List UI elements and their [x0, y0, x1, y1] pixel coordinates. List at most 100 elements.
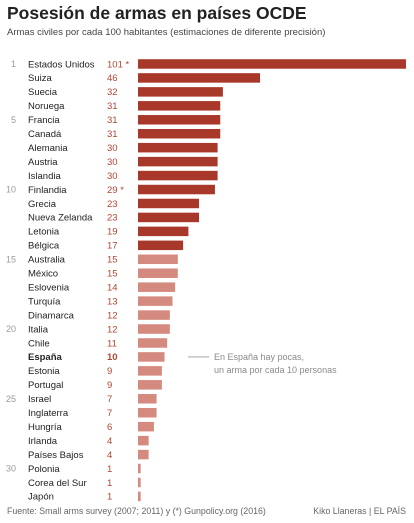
value-label: 31: [107, 115, 118, 126]
value-label: 46: [107, 73, 118, 84]
country-label: Italia: [28, 324, 49, 335]
value-label: 23: [107, 213, 118, 224]
value-label: 9: [107, 366, 112, 377]
bar: [138, 101, 221, 111]
annotation-text: un arma por cada 10 personas: [214, 365, 337, 375]
value-label: 31: [107, 129, 118, 140]
value-label: 10: [107, 352, 118, 363]
source-note: Fuente: Small arms survey (2007; 2011) y…: [7, 506, 266, 516]
country-label: Irlanda: [28, 436, 58, 447]
value-label: 17: [107, 241, 118, 252]
value-label: 12: [107, 324, 118, 335]
bar: [138, 380, 162, 390]
bar: [138, 184, 215, 195]
country-label: México: [28, 269, 58, 280]
bar: [138, 324, 170, 334]
country-label: Grecia: [28, 199, 57, 210]
country-label: Dinamarca: [28, 310, 75, 321]
bar: [138, 156, 218, 167]
country-label: Australia: [28, 255, 66, 266]
country-label: Eslovenia: [28, 282, 70, 293]
value-label: 9: [107, 380, 112, 391]
country-label: Corea del Sur: [28, 478, 87, 489]
bar: [138, 338, 168, 348]
rank-label: 1: [11, 59, 16, 69]
bar: [138, 282, 176, 292]
country-label: Hungría: [28, 422, 63, 433]
country-label: Alemania: [28, 143, 68, 154]
value-label: 15: [107, 269, 118, 280]
value-label: 30: [107, 143, 118, 154]
bar: [138, 128, 221, 139]
bar: [138, 170, 218, 181]
country-label: Francia: [28, 115, 60, 126]
country-label: Estonia: [28, 366, 60, 377]
country-label: Chile: [28, 338, 50, 349]
value-label: 30: [107, 171, 118, 182]
bar: [138, 421, 154, 432]
bar: [138, 87, 223, 97]
bar: [138, 296, 173, 306]
credit-note: Kiko Llaneras | EL PAÍS: [313, 506, 406, 516]
bar: [138, 212, 200, 223]
value-label: 29 *: [107, 185, 124, 196]
value-label: 6: [107, 422, 112, 433]
bar: [138, 73, 261, 83]
bar: [138, 463, 141, 474]
country-label: Israel: [28, 394, 51, 405]
country-label: Suecia: [28, 87, 58, 98]
value-label: 31: [107, 101, 118, 112]
bar: [138, 491, 141, 502]
bar: [138, 268, 178, 278]
value-label: 7: [107, 408, 112, 419]
country-label: Noruega: [28, 101, 65, 112]
value-label: 23: [107, 199, 118, 210]
value-label: 14: [107, 282, 118, 293]
bar: [138, 449, 149, 460]
rank-label: 20: [6, 324, 16, 334]
bar: [138, 435, 149, 446]
country-label: Inglaterra: [28, 408, 69, 419]
country-label: Islandia: [28, 171, 61, 182]
rank-label: 30: [6, 464, 16, 474]
country-label: Austria: [28, 157, 58, 168]
annotation-text: En España hay pocas,: [214, 352, 304, 362]
bar: [138, 226, 189, 237]
bar: [138, 310, 170, 320]
rank-label: 5: [11, 115, 16, 125]
value-label: 15: [107, 255, 118, 266]
value-label: 7: [107, 394, 112, 405]
value-label: 30: [107, 157, 118, 168]
value-label: 1: [107, 464, 112, 475]
country-label: Polonia: [28, 464, 60, 475]
bar: [138, 142, 218, 153]
value-label: 101 *: [107, 59, 129, 70]
bar: [138, 352, 165, 362]
bar: [138, 59, 406, 69]
value-label: 11: [107, 338, 117, 349]
country-label: Letonia: [28, 227, 60, 238]
bar: [138, 198, 200, 209]
country-label: Japón: [28, 492, 54, 503]
country-label: Estados Unidos: [28, 59, 95, 70]
country-label: Finlandia: [28, 185, 67, 196]
value-label: 1: [107, 492, 112, 503]
bar: [138, 115, 221, 125]
value-label: 13: [107, 296, 118, 307]
rank-label: 25: [6, 394, 16, 404]
value-label: 32: [107, 87, 118, 98]
country-label: Portugal: [28, 380, 63, 391]
bar: [138, 240, 184, 251]
value-label: 4: [107, 436, 112, 447]
country-label: Canadá: [28, 129, 62, 140]
value-label: 4: [107, 450, 112, 461]
country-label: Suiza: [28, 73, 52, 84]
bar: [138, 477, 141, 488]
country-label: Países Bajos: [28, 450, 84, 461]
bar: [138, 394, 157, 404]
chart-subtitle: Armas civiles por cada 100 habitantes (e…: [7, 27, 326, 38]
chart-title: Posesión de armas en países OCDE: [7, 3, 307, 23]
country-label: España: [28, 352, 63, 363]
bar: [138, 254, 178, 265]
